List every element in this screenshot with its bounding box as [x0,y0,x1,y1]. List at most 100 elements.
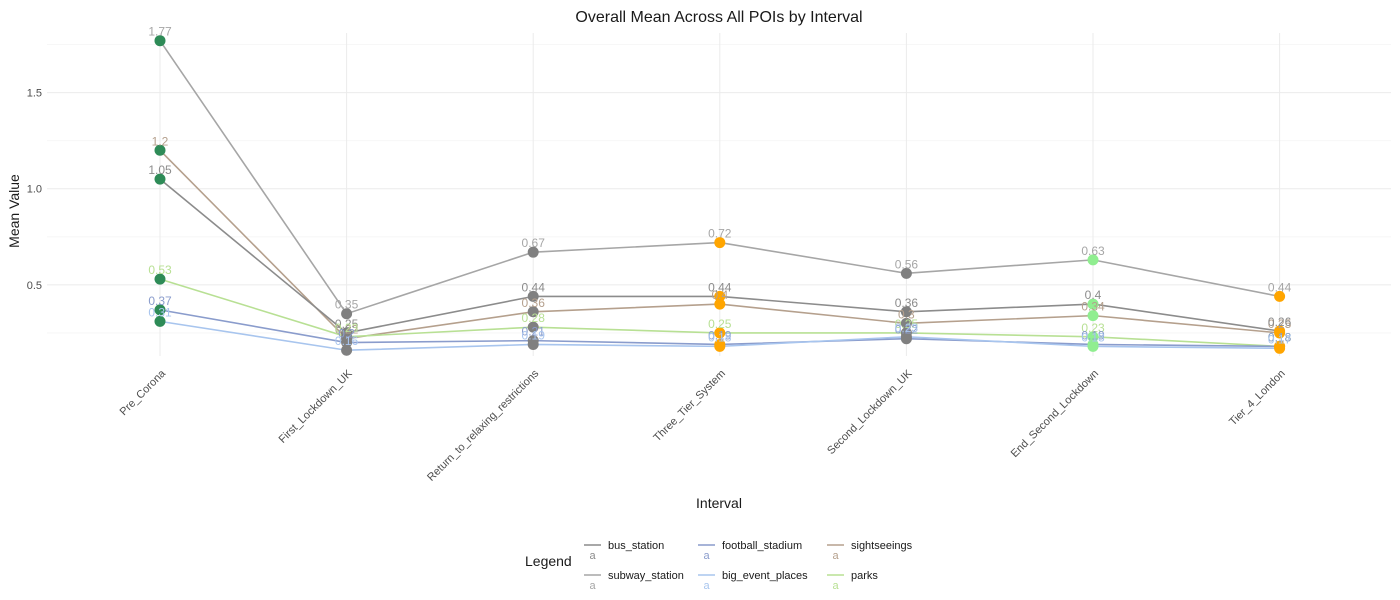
legend-key-glyph: a [832,580,839,592]
legend-label-big_event_places: big_event_places [722,570,808,582]
data-point [714,290,726,302]
x-tick-label: Three_Tier_System [651,368,728,445]
data-label: 0.19 [1081,328,1105,342]
chart-title: Overall Mean Across All POIs by Interval [575,9,862,26]
data-label: 0.67 [522,236,546,250]
data-label: 1.05 [148,163,172,177]
data-label: 0.23 [895,321,919,335]
data-point [527,321,539,333]
data-label: 0.18 [1268,330,1292,344]
data-point [341,344,353,356]
data-point [1087,298,1099,310]
x-tick-label: Tier_4_London [1227,368,1288,429]
y-tick-label: 1.5 [27,88,42,100]
data-label: 0.44 [522,280,546,294]
data-point [900,267,912,279]
data-point [900,317,912,329]
legend-label-bus_station: bus_station [608,540,664,552]
data-point [714,298,726,310]
legend-label-football_stadium: football_stadium [722,540,802,552]
data-label: 0.19 [522,328,546,342]
data-label: 0.31 [148,305,172,319]
y-tick-label: 0.5 [27,280,42,292]
data-point [341,308,353,320]
x-tick-label: Second_Lockdown_UK [825,367,915,457]
x-tick-label: First_Lockdown_UK [277,367,356,446]
data-point [1087,310,1099,322]
legend-label-sightseeings: sightseeings [851,540,913,552]
data-label: 0.72 [708,227,732,241]
data-point [1274,342,1286,354]
data-point [714,340,726,352]
data-label: 0.4 [1085,288,1102,302]
data-point [154,35,166,47]
data-label: 0.63 [1081,244,1105,258]
data-label: 0.44 [1268,280,1292,294]
data-label: 0.23 [1081,321,1105,335]
data-label: 0.36 [522,296,546,310]
data-point [1087,331,1099,343]
data-label: 0.44 [708,280,732,294]
data-label: 0.16 [335,334,359,348]
legend: Legend abus_stationafootball_stadiumasig… [525,540,913,592]
data-label: 0.56 [895,257,919,271]
data-point [527,306,539,318]
data-label: 0.22 [335,323,359,337]
data-label: 0.18 [1268,330,1292,344]
data-label: 0.37 [148,294,172,308]
y-axis-title: Mean Value [6,174,22,248]
data-label: 0.36 [895,296,919,310]
data-label: 0.2 [338,327,355,341]
data-label: 0.28 [522,311,546,325]
data-label: 0.18 [708,330,732,344]
data-label: 0.25 [708,317,732,331]
data-point [154,304,166,316]
data-point [527,338,539,350]
data-point [714,327,726,339]
legend-key-glyph: a [703,550,710,562]
x-tick-label: Pre_Corona [118,367,169,418]
data-label: 0.19 [708,328,732,342]
data-label: 0.3 [898,307,915,321]
data-label: 0.25 [895,317,919,331]
data-label: 0.22 [895,323,919,337]
data-label: 0.21 [522,325,546,339]
legend-key-glyph: a [589,550,596,562]
legend-key-glyph: a [832,550,839,562]
data-point [154,173,166,185]
data-point [900,331,912,343]
data-points [154,35,1286,356]
legend-key-glyph: a [703,580,710,592]
legend-label-parks: parks [851,570,878,582]
x-axis-ticks: Pre_Corona First_Lockdown_UK Return_to_rel… [118,367,1288,484]
data-point [1274,290,1286,302]
data-label: 0.25 [1268,317,1292,331]
legend-label-subway_station: subway_station [608,570,684,582]
x-tick-label: End_Second_Lockdown [1009,368,1101,460]
data-point [154,273,166,285]
data-labels: 1.770.350.670.720.560.630.441.20.220.360… [148,25,1291,349]
data-point [1087,340,1099,352]
data-point [527,246,539,258]
data-label: 0.17 [1268,332,1292,346]
data-label: 0.35 [335,298,359,312]
data-label: 1.2 [152,134,169,148]
data-label: 0.53 [148,263,172,277]
y-axis-ticks: 0.5 1.0 1.5 [27,88,42,292]
data-point [154,315,166,327]
data-label: 0.26 [1268,315,1292,329]
data-point [1087,254,1099,266]
legend-key-glyph: a [589,580,596,592]
data-label: 0.25 [335,317,359,331]
data-label: 0.23 [335,321,359,335]
data-label: 0.34 [1081,300,1105,314]
legend-title: Legend [525,553,572,569]
data-label: 0.18 [1081,330,1105,344]
x-tick-label: Return_to_relaxing_restrictions [425,367,541,483]
data-point [154,144,166,156]
data-point [341,337,353,349]
grid [47,33,1391,356]
data-label: 1.77 [148,25,172,39]
y-tick-label: 1.0 [27,184,42,196]
